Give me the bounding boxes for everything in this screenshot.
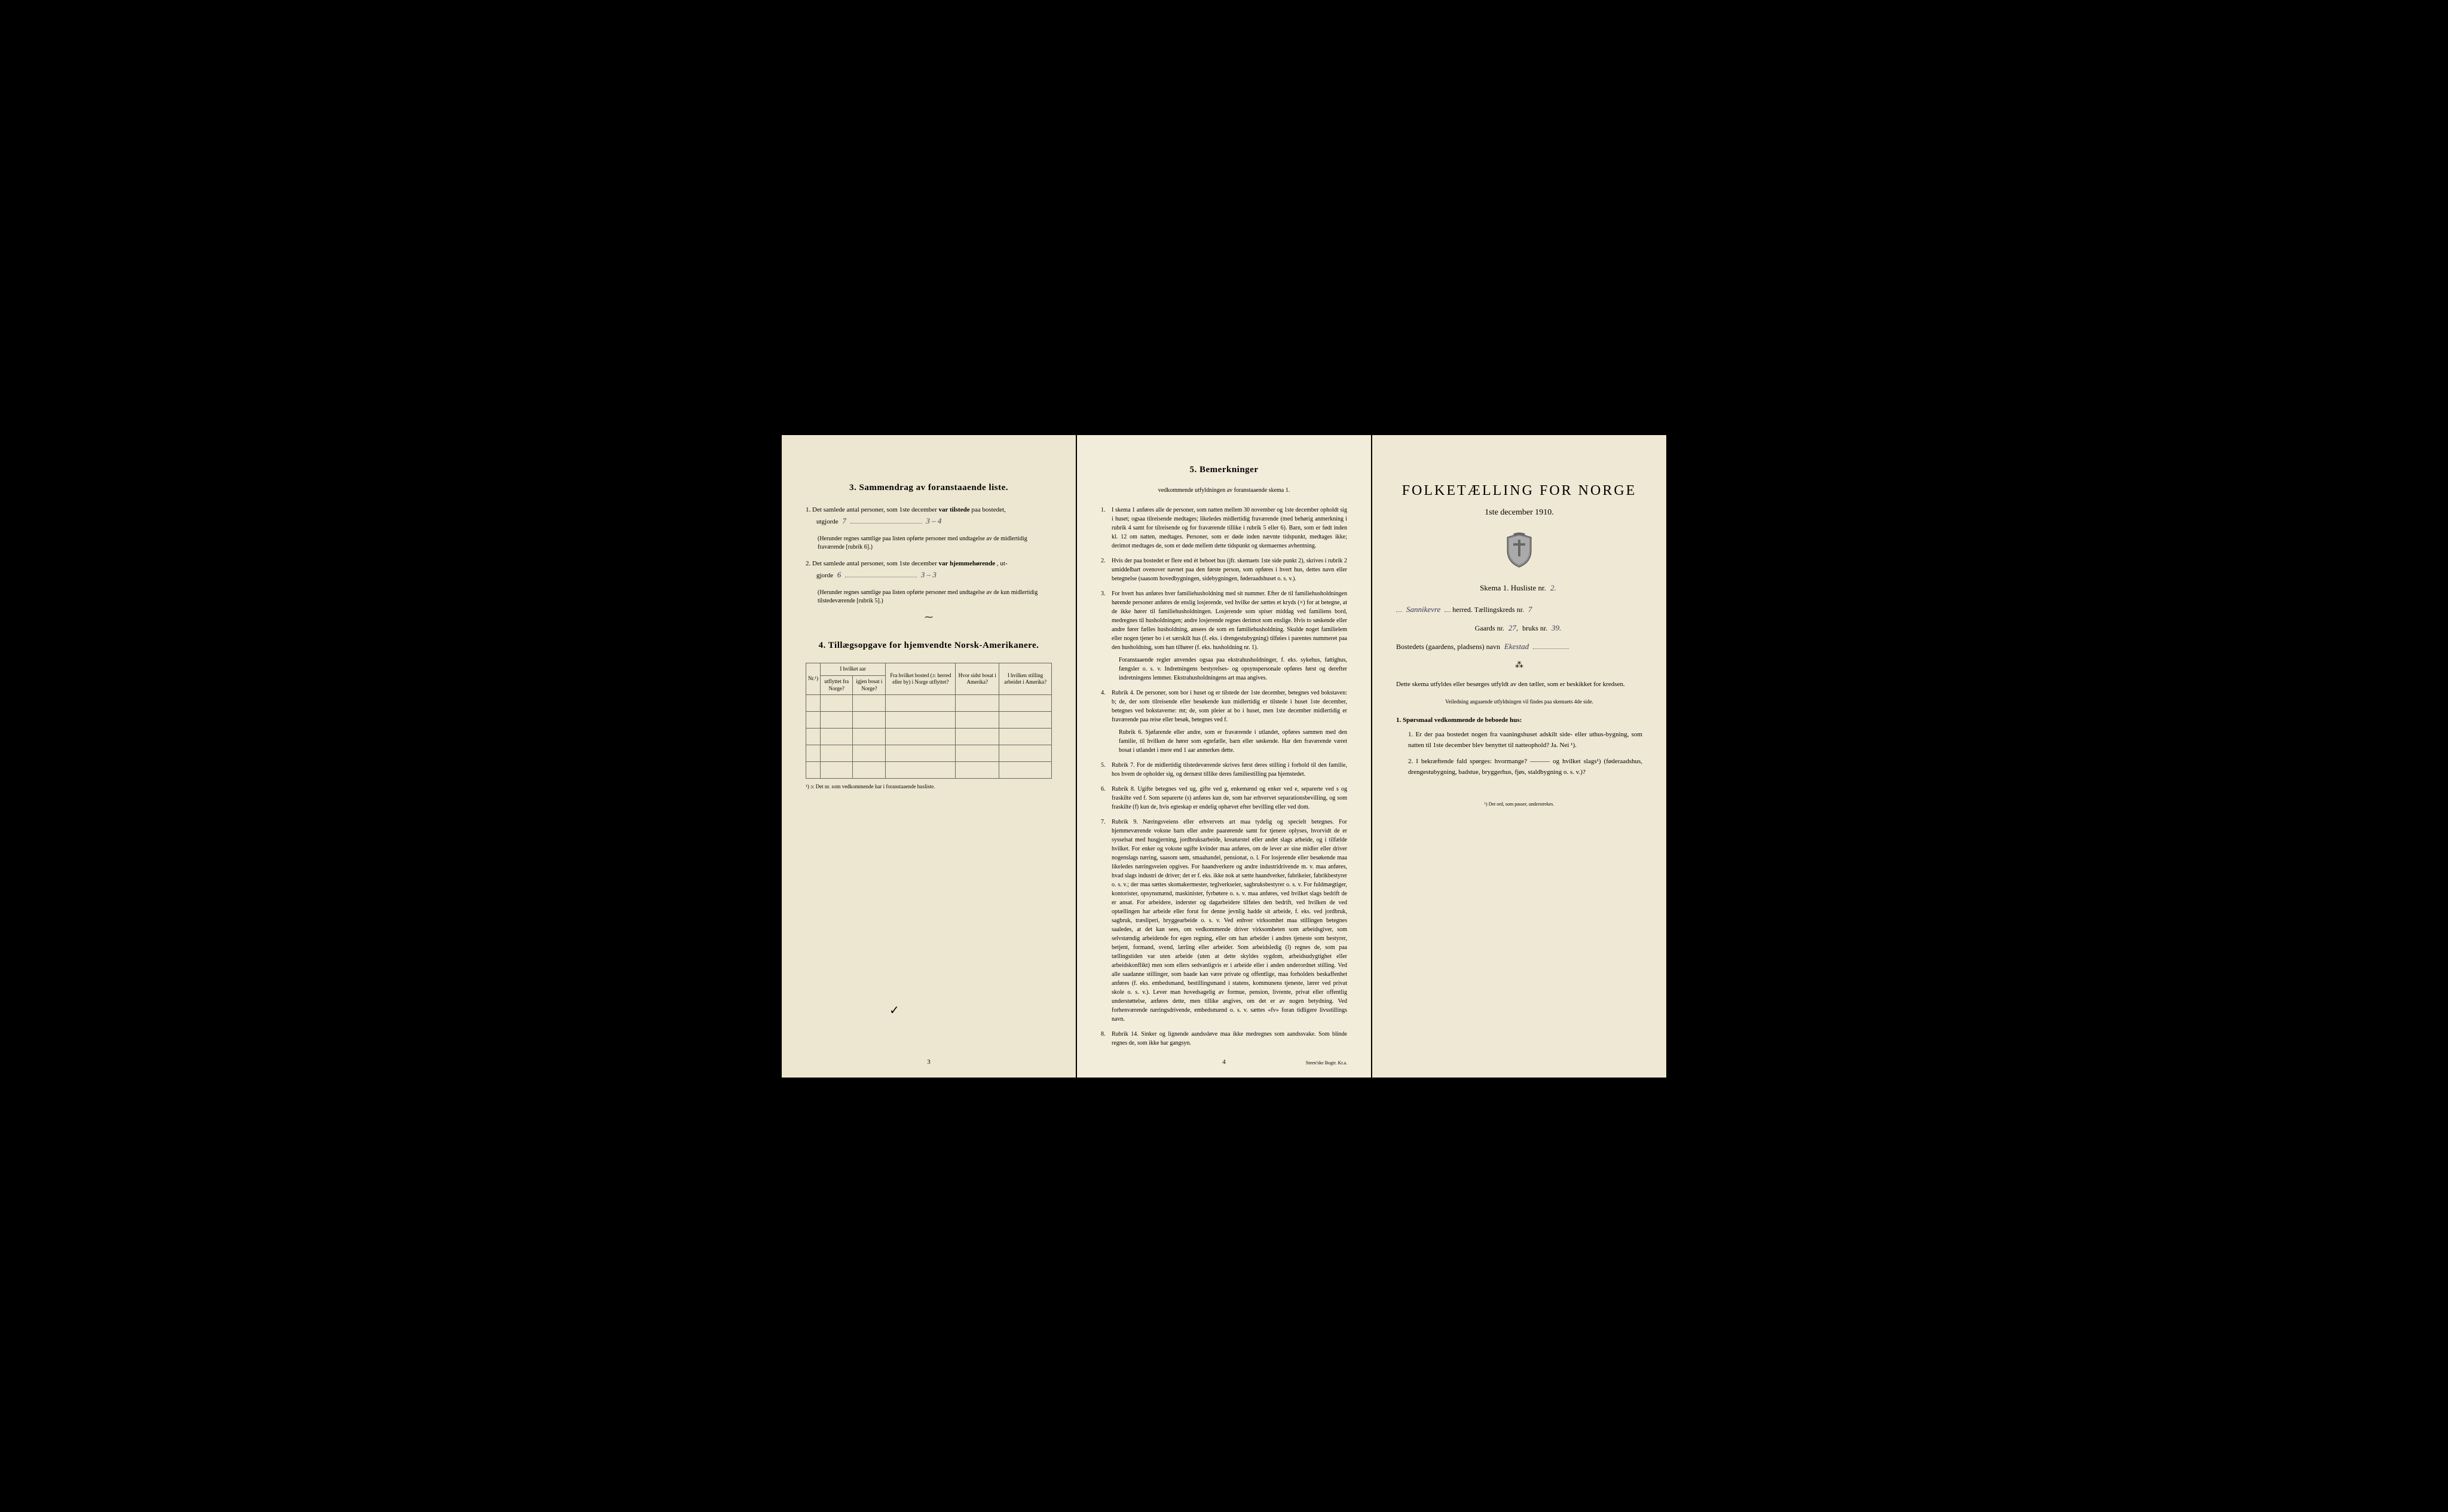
divider-ornament: ⁂ [1396,660,1642,671]
footnote: ¹) Det ord, som passer, understrekes. [1396,801,1642,807]
remark-item: 6.Rubrik 8. Ugifte betegnes ved ug, gift… [1101,785,1347,812]
remarks-list: 1.I skema 1 anføres alle de personer, so… [1101,506,1347,1048]
section-5-title: 5. Bemerkninger [1101,465,1347,475]
section-5-subtitle: vedkommende utfyldningen av foranstaaend… [1101,487,1347,494]
page-4: 5. Bemerkninger vedkommende utfyldningen… [1077,435,1371,1078]
item-2-note: (Herunder regnes samtlige paa listen opf… [818,589,1052,605]
present-count: 7 [840,516,849,525]
summary-item-2: 2. Det samlede antal personer, som 1ste … [806,559,1052,581]
herred-name: Sannikevre [1404,605,1443,614]
front-page: FOLKETÆLLING FOR NORGE 1ste december 191… [1372,435,1666,1078]
col-year-group: I hvilket aar [820,663,885,676]
coat-of-arms-icon [1396,532,1642,571]
checkmark: ✓ [889,1003,899,1018]
resident-breakdown: 3 – 3 [919,570,939,579]
census-document: 3. Sammendrag av foranstaaende liste. 1.… [782,435,1666,1078]
remark-item: 1.I skema 1 anføres alle de personer, so… [1101,506,1347,550]
remark-item: 7.Rubrik 9. Næringsveiens eller erhverve… [1101,818,1347,1024]
present-breakdown: 3 – 4 [923,516,944,525]
table-row [806,695,1052,712]
summary-item-1: 1. Det samlede antal personer, som 1ste … [806,505,1052,528]
question-2: 2. I bekræftende fald spørges: hvormange… [1408,757,1642,778]
census-title: FOLKETÆLLING FOR NORGE [1396,483,1642,499]
col-nr: Nr.¹) [806,663,821,695]
item-1-note: (Herunder regnes samtlige paa listen opf… [818,535,1052,552]
question-1: 1. Er der paa bostedet nogen fra vaaning… [1408,730,1642,751]
census-date: 1ste december 1910. [1396,508,1642,518]
section-3-title: 3. Sammendrag av foranstaaende liste. [806,483,1052,493]
husliste-nr: 2. [1548,583,1559,592]
herred-line: Sannikevre herred. Tællingskreds nr. 7 [1396,605,1642,614]
skema-line: Skema 1. Husliste nr. 2. [1396,583,1642,593]
bruks-nr: 39. [1549,623,1563,632]
page-number: 4 [1222,1058,1226,1066]
remark-item: 3.For hvert hus anføres hver familiehush… [1101,589,1347,682]
remark-item: 8.Rubrik 14. Sinker og lignende aandsslø… [1101,1030,1347,1048]
table-row [806,762,1052,779]
remark-item: 2.Hvis der paa bostedet er flere end ét … [1101,556,1347,583]
divider-ornament: ⁓ [806,613,1052,623]
col-returned: igjen bosat i Norge? [853,675,886,694]
table-row [806,729,1052,745]
americans-table: Nr.¹) I hvilket aar Fra hvilket bosted (… [806,663,1052,779]
remark-item: 4.Rubrik 4. De personer, som bor i huset… [1101,688,1347,755]
resident-count: 6 [835,570,844,579]
section-4-title: 4. Tillægsopgave for hjemvendte Norsk-Am… [806,641,1052,651]
bosted-line: Bostedets (gaardens, pladsens) navn Ekes… [1396,642,1642,651]
questions-heading: 1. Spørsmaal vedkommende de beboede hus: [1396,717,1642,724]
kreds-nr: 7 [1526,605,1535,614]
printer-credit: Steen'ske Bogtr. Kr.a. [1306,1060,1347,1066]
gaards-nr: 27, [1506,623,1520,632]
instructions: Dette skema utfyldes eller besørges utfy… [1396,680,1642,690]
page-number: 3 [927,1058,931,1066]
remark-item: 5.Rubrik 7. For de midlertidig tilstedev… [1101,761,1347,779]
table-row [806,745,1052,762]
table-footnote: ¹) ɔ: Det nr. som vedkommende har i fora… [806,783,1052,789]
table-row [806,712,1052,729]
col-from: Fra hvilket bosted (ɔ: herred eller by) … [886,663,956,695]
questions-section: 1. Spørsmaal vedkommende de beboede hus:… [1396,717,1642,778]
page-3: 3. Sammendrag av foranstaaende liste. 1.… [782,435,1076,1078]
bosted-name: Ekestad [1502,642,1531,651]
col-emigrated: utflyttet fra Norge? [820,675,853,694]
instructions-sub: Veiledning angaaende utfyldningen vil fi… [1396,699,1642,705]
col-work: I hvilken stilling arbeidet i Amerika? [999,663,1052,695]
gaards-line: Gaards nr. 27, bruks nr. 39. [1396,623,1642,633]
col-where: Hvor sidst bosat i Amerika? [956,663,999,695]
